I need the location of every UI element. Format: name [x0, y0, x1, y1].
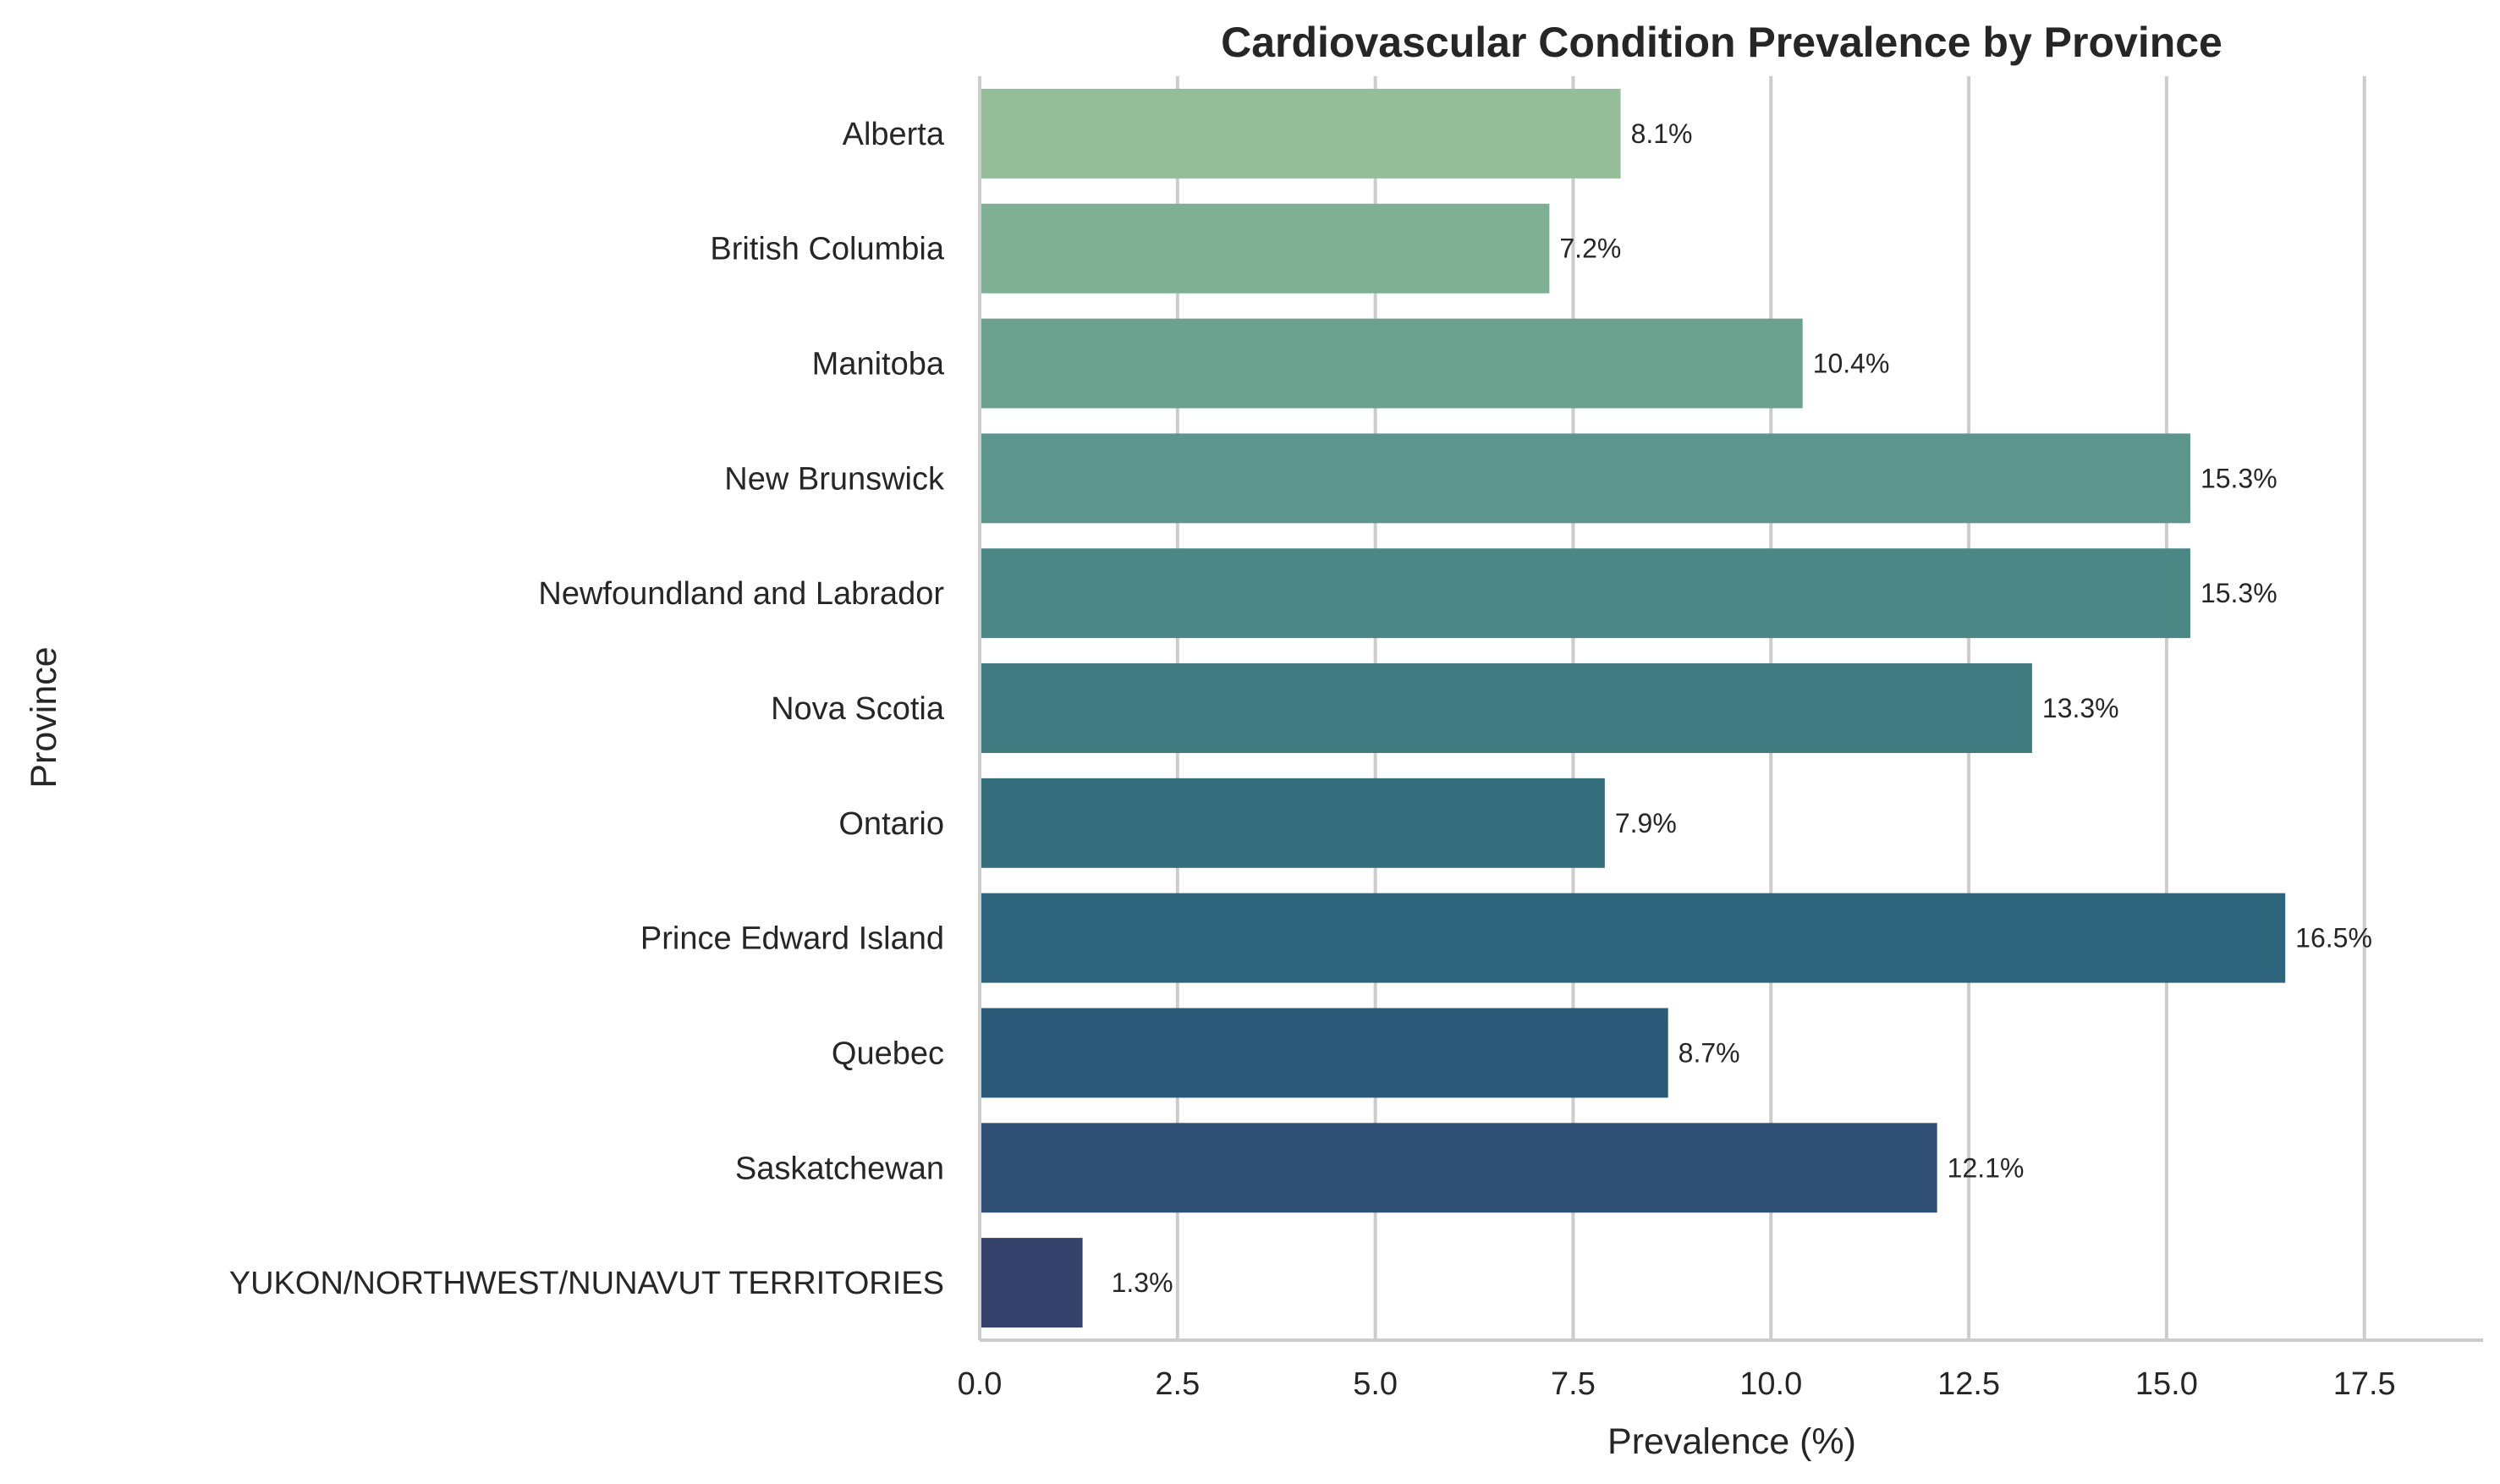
- data-label: 7.9%: [1615, 808, 1677, 838]
- data-label: 10.4%: [1813, 349, 1890, 379]
- x-tick-label: 5.0: [1353, 1366, 1398, 1402]
- data-label: 13.3%: [2042, 693, 2119, 723]
- bar: [980, 1008, 1668, 1098]
- y-category-label: Prince Edward Island: [640, 921, 944, 957]
- y-category-label: Manitoba: [812, 347, 945, 382]
- y-category-labels: Alberta British Columbia Manitoba New Bruns…: [229, 117, 945, 1301]
- bar: [980, 778, 1605, 868]
- bar: [980, 893, 2286, 983]
- y-axis-label: Province: [24, 646, 64, 788]
- x-tick-label: 15.0: [2135, 1366, 2198, 1402]
- data-label: 8.1%: [1631, 118, 1693, 149]
- data-label: 16.5%: [2295, 923, 2372, 954]
- x-tick-label: 0.0: [958, 1366, 1003, 1402]
- x-axis-label: Prevalence (%): [1607, 1421, 1856, 1462]
- x-tick-label: 7.5: [1551, 1366, 1596, 1402]
- bar: [980, 88, 1621, 179]
- x-tick-label: 2.5: [1155, 1366, 1200, 1402]
- bar: [980, 318, 1803, 409]
- bar: [980, 203, 1550, 294]
- bar: [980, 1238, 1083, 1328]
- bar: [980, 548, 2190, 639]
- data-label: 7.2%: [1559, 234, 1621, 264]
- x-tick-label: 10.0: [1739, 1366, 1802, 1402]
- y-category-label: YUKON/NORTHWEST/NUNAVUT TERRITORIES: [229, 1266, 944, 1301]
- y-category-label: British Columbia: [710, 232, 945, 267]
- axis-spines: [978, 76, 2483, 1342]
- x-tick-labels: 0.0 2.5 5.0 7.5 10.0 12.5 15.0 17.5: [958, 1366, 2396, 1402]
- y-category-label: Nova Scotia: [771, 691, 945, 727]
- data-label: 12.1%: [1948, 1152, 2025, 1183]
- bar: [980, 1123, 1937, 1213]
- data-labels: 8.1% 7.2% 10.4% 15.3% 15.3% 13.3% 7.9% 16.5% 8.7…: [1112, 118, 2372, 1298]
- bar: [980, 663, 2032, 753]
- bars: [980, 88, 2286, 1328]
- y-category-label: Alberta: [843, 117, 945, 152]
- data-label: 15.3%: [2201, 463, 2277, 493]
- data-label: 1.3%: [1112, 1267, 1173, 1298]
- data-label: 8.7%: [1679, 1037, 1740, 1068]
- data-label: 15.3%: [2201, 578, 2277, 608]
- y-category-label: Ontario: [838, 806, 944, 842]
- y-category-label: Quebec: [832, 1036, 944, 1071]
- bar: [980, 433, 2190, 524]
- x-tick-label: 17.5: [2333, 1366, 2396, 1402]
- y-category-label: Saskatchewan: [735, 1151, 944, 1186]
- x-tick-label: 12.5: [1937, 1366, 2000, 1402]
- chart-title: Cardiovascular Condition Prevalence by P…: [1221, 19, 2223, 66]
- y-category-label: New Brunswick: [724, 461, 945, 497]
- y-category-label: Newfoundland and Labrador: [538, 576, 944, 612]
